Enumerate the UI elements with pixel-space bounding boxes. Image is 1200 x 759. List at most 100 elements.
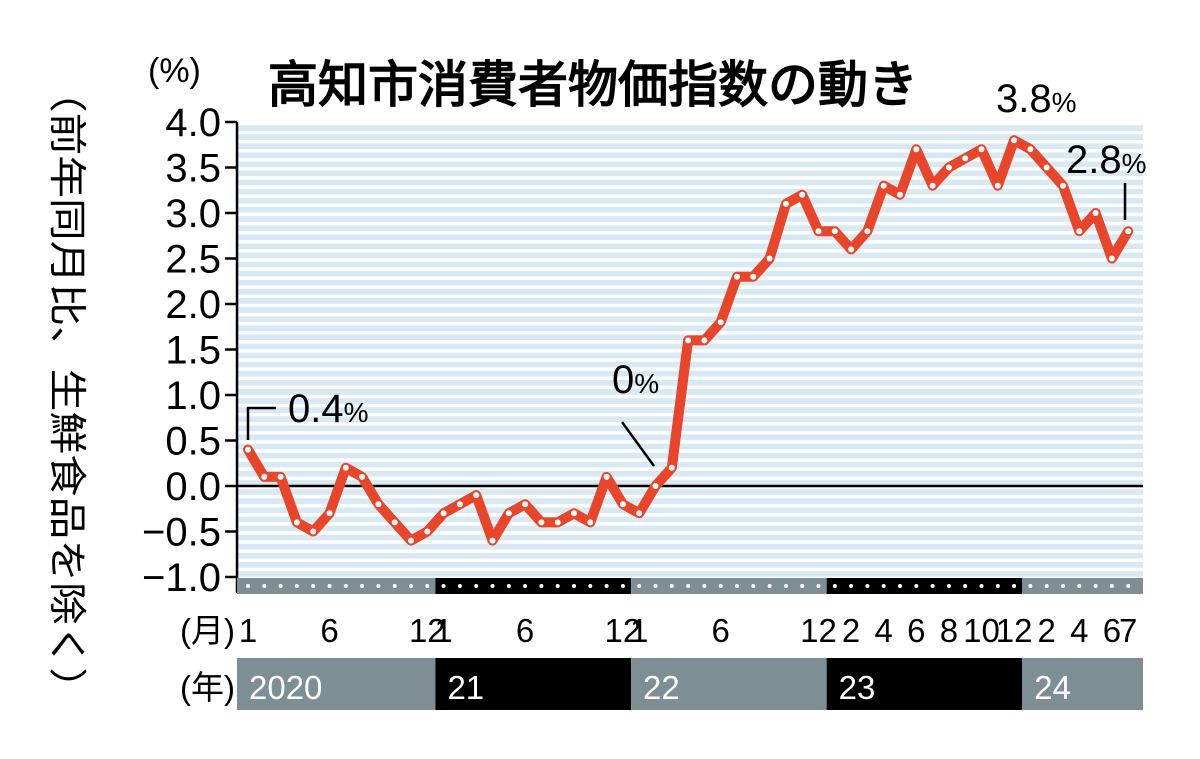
grid-stripes (237, 125, 1143, 577)
data-point (750, 273, 757, 280)
callout-label: 0% (612, 358, 659, 402)
year-band (237, 658, 436, 710)
data-point (261, 473, 268, 480)
grid-stripe (237, 443, 1143, 450)
grid-stripe (237, 261, 1143, 268)
month-dot (555, 584, 560, 588)
data-point (652, 483, 659, 489)
month-dot (278, 584, 283, 588)
month-dot (523, 584, 528, 588)
year-label: 22 (643, 669, 680, 706)
series (243, 135, 1134, 546)
month-tick-label: 6 (320, 612, 338, 649)
data-point (864, 228, 871, 235)
month-dot (604, 584, 609, 588)
data-point (522, 501, 529, 508)
year-label: 23 (839, 669, 876, 706)
month-tick-label: 10 (963, 612, 1000, 649)
month-dot (767, 584, 772, 588)
month-dot (1028, 584, 1033, 588)
labels: 4.03.53.02.52.01.51.00.50.0−0.5−1.01 6 121… (142, 101, 1137, 706)
callout-value: 3.8 (996, 77, 1052, 121)
annotations: 0.4%0%3.8%2.8% (246, 77, 1147, 467)
y-tick-label: 4.0 (165, 101, 221, 145)
grid-stripe (237, 379, 1143, 386)
data-point (978, 146, 985, 153)
year-label: 2020 (249, 669, 322, 706)
grid-stripe (237, 507, 1143, 514)
month-dot (246, 584, 250, 588)
month-dot (751, 584, 756, 588)
month-tick-label: 6 (1103, 612, 1121, 649)
data-point (734, 273, 740, 280)
y-tick-label: −1.0 (142, 556, 221, 600)
month-tick-label: 6 (712, 612, 730, 649)
grid-stripe (237, 270, 1143, 277)
grid-stripe (237, 407, 1143, 413)
data-point (880, 182, 887, 189)
grid-stripe (237, 307, 1143, 313)
data-point (391, 519, 398, 526)
callout-value: 2.8 (1066, 138, 1122, 182)
month-dot (783, 584, 788, 588)
y-tick-label: 2.5 (165, 238, 221, 282)
month-dot (360, 584, 365, 588)
month-dot (1061, 584, 1065, 588)
data-point (440, 510, 447, 517)
grid-stripe (237, 461, 1143, 468)
data-point (571, 510, 577, 517)
data-point (505, 510, 512, 517)
grid-stripe (237, 561, 1143, 568)
month-dot-band (435, 578, 632, 594)
data-point (1076, 228, 1083, 235)
data-point (424, 528, 431, 535)
month-dot (930, 584, 935, 588)
month-dot (1109, 584, 1114, 588)
data-point (554, 519, 561, 526)
month-dot (1093, 584, 1098, 588)
grid-stripe (237, 525, 1143, 532)
callout-value: 0 (612, 358, 634, 402)
grid-stripe (237, 416, 1143, 423)
data-point (603, 473, 610, 480)
y-tick-label: 3.5 (165, 147, 221, 191)
month-tick-label: 2 (842, 612, 860, 649)
month-dot (669, 584, 674, 588)
month-dot (311, 584, 316, 588)
year-band (1022, 658, 1143, 710)
month-dot (620, 584, 625, 588)
grid-stripe (237, 170, 1143, 177)
month-dot (881, 584, 886, 588)
data-point (359, 473, 366, 480)
year-bands: 2020 21 22 23 24 (237, 578, 1143, 710)
data-point (766, 255, 773, 262)
data-point (326, 510, 333, 517)
y-axis-label: （前年同月比、生鮮食品を除く） (45, 70, 87, 710)
y-tick-label: 1.0 (165, 374, 221, 418)
y-axis-unit: (%) (148, 52, 201, 90)
grid-stripe (237, 425, 1143, 432)
data-point (815, 228, 822, 235)
year-band (826, 658, 1023, 710)
month-dot (572, 584, 576, 588)
callout-label: 0.4% (288, 387, 369, 431)
grid-stripe (237, 197, 1143, 204)
month-dot (979, 584, 984, 588)
data-point (293, 519, 300, 526)
month-dot (392, 584, 397, 588)
month-dot (735, 584, 739, 588)
data-point (782, 200, 789, 207)
month-dot-band (1022, 578, 1143, 594)
month-tick-label: 12 (996, 612, 1033, 649)
data-point (962, 155, 969, 162)
month-dot (686, 584, 691, 588)
data-point (1108, 255, 1115, 262)
callout-value: 0.4 (288, 387, 344, 431)
month-dot (343, 584, 348, 588)
data-point (685, 337, 692, 344)
data-point (538, 519, 545, 526)
chart-title: 高知市消費者物価指数の動き (268, 57, 918, 113)
month-dot (588, 584, 593, 588)
month-tick-label: 1 (239, 612, 257, 649)
axes (225, 120, 1143, 593)
